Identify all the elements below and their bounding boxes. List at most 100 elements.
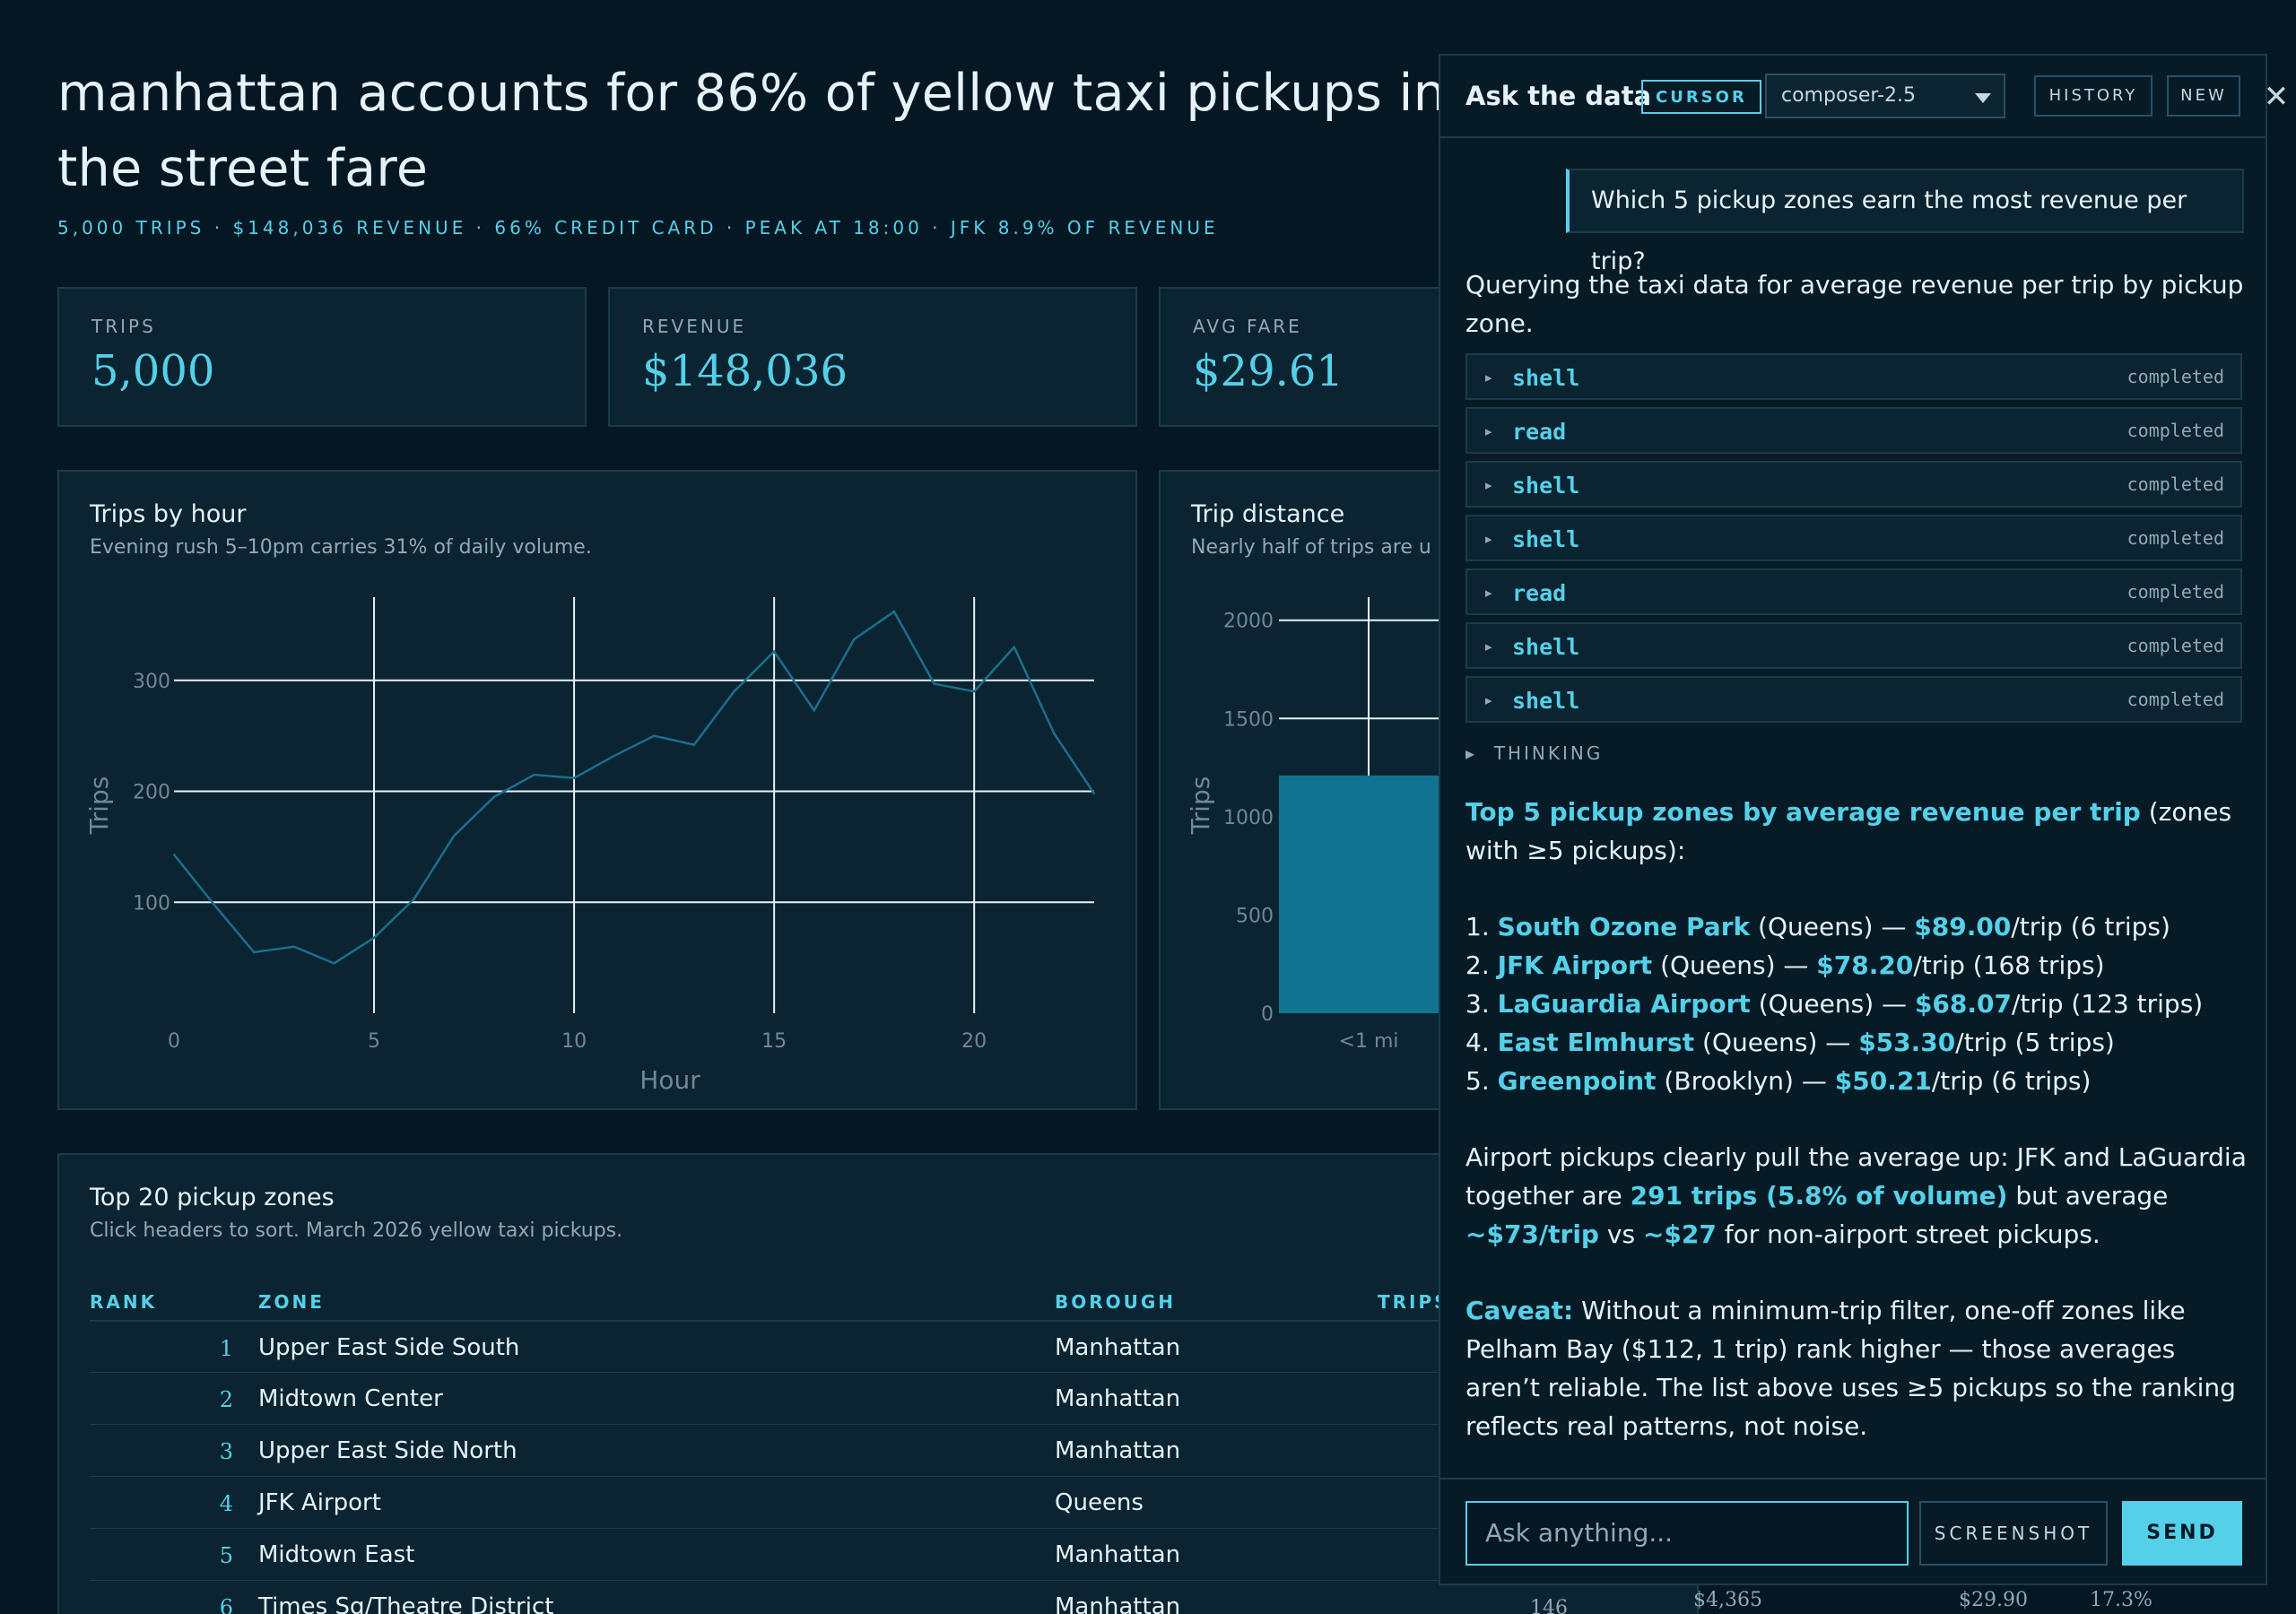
borough-cell: Manhattan: [1055, 1593, 1181, 1614]
borough-cell: Manhattan: [1055, 1334, 1181, 1361]
revenue-cell: $4,365: [1693, 1589, 1762, 1611]
text-segment: vs: [1598, 1219, 1643, 1249]
table-row[interactable]: 5 Midtown East Manhattan: [90, 1528, 1614, 1580]
tool-call-row[interactable]: ▸ shell completed: [1465, 461, 2242, 508]
trips-point: [613, 754, 615, 757]
chart-subtitle: Evening rush 5–10pm carries 31% of daily…: [90, 536, 592, 559]
zone-trips: /trip (6 trips): [1931, 1066, 2092, 1096]
headline-line-2: the street fare: [57, 139, 429, 198]
tool-status: completed: [2126, 366, 2224, 387]
tool-call-row[interactable]: ▸ shell completed: [1465, 515, 2242, 561]
text-segment: Airport pickups clearly pull the average…: [1465, 1142, 2247, 1210]
zone-amount: $78.20: [1816, 950, 1914, 980]
close-icon[interactable]: ✕: [2263, 79, 2290, 115]
zone-trips: /trip (6 trips): [2011, 912, 2170, 941]
zone-name: Greenpoint: [1497, 1066, 1657, 1096]
expand-triangle-icon: ▸: [1485, 369, 1492, 386]
zone-trips: /trip (123 trips): [2012, 989, 2204, 1019]
expand-triangle-icon: ▸: [1485, 638, 1492, 655]
tool-status: completed: [2126, 581, 2224, 603]
highlight-segment: ~$27: [1642, 1219, 1717, 1249]
model-select[interactable]: composer-2.5: [1765, 74, 2005, 118]
expand-triangle-icon: ▸: [1485, 585, 1492, 601]
tool-call-row[interactable]: ▸ read completed: [1465, 407, 2242, 454]
trips-point: [853, 638, 856, 641]
assistant-intro: Querying the taxi data for average reven…: [1465, 270, 2244, 338]
answer-list-item: 5. Greenpoint (Brooklyn) — $50.21/trip (…: [1465, 1062, 2251, 1100]
tool-call-row[interactable]: ▸ shell completed: [1465, 353, 2242, 400]
ask-the-data-panel: Ask the data CURSOR composer-2.5 HISTORY…: [1439, 54, 2289, 1585]
tool-call-row[interactable]: ▸ shell completed: [1465, 622, 2242, 669]
rank-cell: 6: [219, 1595, 233, 1614]
table-row[interactable]: 2 Midtown Center Manhattan: [90, 1372, 1614, 1424]
answer-paragraph: Airport pickups clearly pull the average…: [1465, 1138, 2251, 1254]
table-row[interactable]: 4 JFK Airport Queens: [90, 1476, 1614, 1528]
new-chat-button[interactable]: NEW: [2167, 75, 2240, 117]
cursor-badge: CURSOR: [1641, 80, 1761, 114]
y-tick-label: 300: [133, 671, 170, 693]
tool-name: shell: [1512, 688, 1580, 714]
column-header-zone[interactable]: ZONE: [258, 1291, 325, 1313]
rank-cell: 4: [219, 1491, 233, 1516]
panel-title: Ask the data: [1465, 81, 1652, 111]
kpi-card-revenue: REVENUE $148,036: [608, 287, 1137, 427]
top-zones-panel: Top 20 pickup zones Click headers to sor…: [57, 1153, 1699, 1614]
model-select-value: composer-2.5: [1781, 84, 1916, 107]
trips-point: [213, 903, 215, 906]
y-tick-label: 0: [1261, 1003, 1274, 1026]
x-tick-label: 5: [368, 1030, 380, 1053]
ask-input[interactable]: Ask anything...: [1465, 1501, 1909, 1566]
answer-list-item: 4. East Elmhurst (Queens) — $53.30/trip …: [1465, 1023, 2251, 1062]
chart-title: Trips by hour: [90, 500, 247, 528]
column-header-rank[interactable]: RANK: [90, 1291, 158, 1313]
screenshot-button[interactable]: SCREENSHOT: [1919, 1501, 2108, 1566]
send-button[interactable]: SEND: [2122, 1501, 2242, 1566]
trips-point: [492, 795, 495, 798]
tool-status: completed: [2126, 420, 2224, 441]
history-button[interactable]: HISTORY: [2034, 75, 2152, 117]
kpi-value: $148,036: [642, 346, 848, 396]
rank-cell: 2: [219, 1387, 233, 1412]
caveat-label: Caveat:: [1465, 1296, 1574, 1325]
borough-cell: Manhattan: [1055, 1385, 1181, 1412]
zone-cell: Upper East Side South: [258, 1334, 520, 1361]
answer-list-item: 3. LaGuardia Airport (Queens) — $68.07/t…: [1465, 985, 2251, 1023]
trips-point: [413, 898, 415, 900]
tool-status: completed: [2126, 635, 2224, 656]
column-header-borough[interactable]: BOROUGH: [1055, 1291, 1177, 1313]
zone-borough: (Queens) —: [1694, 1028, 1859, 1057]
tool-call-row[interactable]: ▸ read completed: [1465, 568, 2242, 615]
zone-amount: $53.30: [1858, 1028, 1956, 1057]
zone-borough: (Queens) —: [1750, 989, 1915, 1019]
zone-trips: /trip (168 trips): [1913, 950, 2105, 980]
item-number: 3.: [1465, 989, 1490, 1019]
table-row[interactable]: 3 Upper East Side North Manhattan: [90, 1424, 1614, 1476]
chart-subtitle: Nearly half of trips are u: [1191, 536, 1431, 559]
table-row[interactable]: 1 Upper East Side South Manhattan: [90, 1320, 1614, 1372]
headline-line-1: manhattan accounts for 86% of yellow tax…: [57, 64, 1544, 123]
x-tick-label: 20: [961, 1030, 987, 1053]
tool-status: completed: [2126, 527, 2224, 549]
zone-trips: /trip (5 trips): [1955, 1028, 2115, 1057]
borough-cell: Manhattan: [1055, 1541, 1181, 1568]
zone-amount: $68.07: [1914, 989, 2012, 1019]
x-tick-label: <1 mi: [1339, 1030, 1399, 1053]
text-segment: for non-airport street pickups.: [1716, 1219, 2100, 1249]
y-tick-label: 100: [133, 892, 170, 915]
tool-call-row[interactable]: ▸ shell completed: [1465, 676, 2242, 723]
x-tick-label: 0: [168, 1030, 180, 1053]
zone-amount: $89.00: [1914, 912, 2012, 941]
tool-name: shell: [1512, 634, 1580, 660]
zone-borough: (Queens) —: [1750, 912, 1915, 941]
tool-status: completed: [2126, 473, 2224, 495]
x-tick-label: 15: [761, 1030, 787, 1053]
text-segment: but average: [2007, 1181, 2169, 1210]
table-row[interactable]: 6 Times Sq/Theatre District Manhattan 14…: [90, 1580, 1614, 1614]
thinking-toggle[interactable]: ▸ THINKING: [1465, 742, 1604, 764]
caveat-text: Without a minimum-trip filter, one-off z…: [1465, 1296, 2236, 1441]
trips-point: [653, 734, 656, 737]
answer-list-item: 2. JFK Airport (Queens) — $78.20/trip (1…: [1465, 946, 2251, 985]
column-header-trips[interactable]: TRIPS: [1378, 1291, 1450, 1313]
distance-bar: [1279, 775, 1458, 1013]
